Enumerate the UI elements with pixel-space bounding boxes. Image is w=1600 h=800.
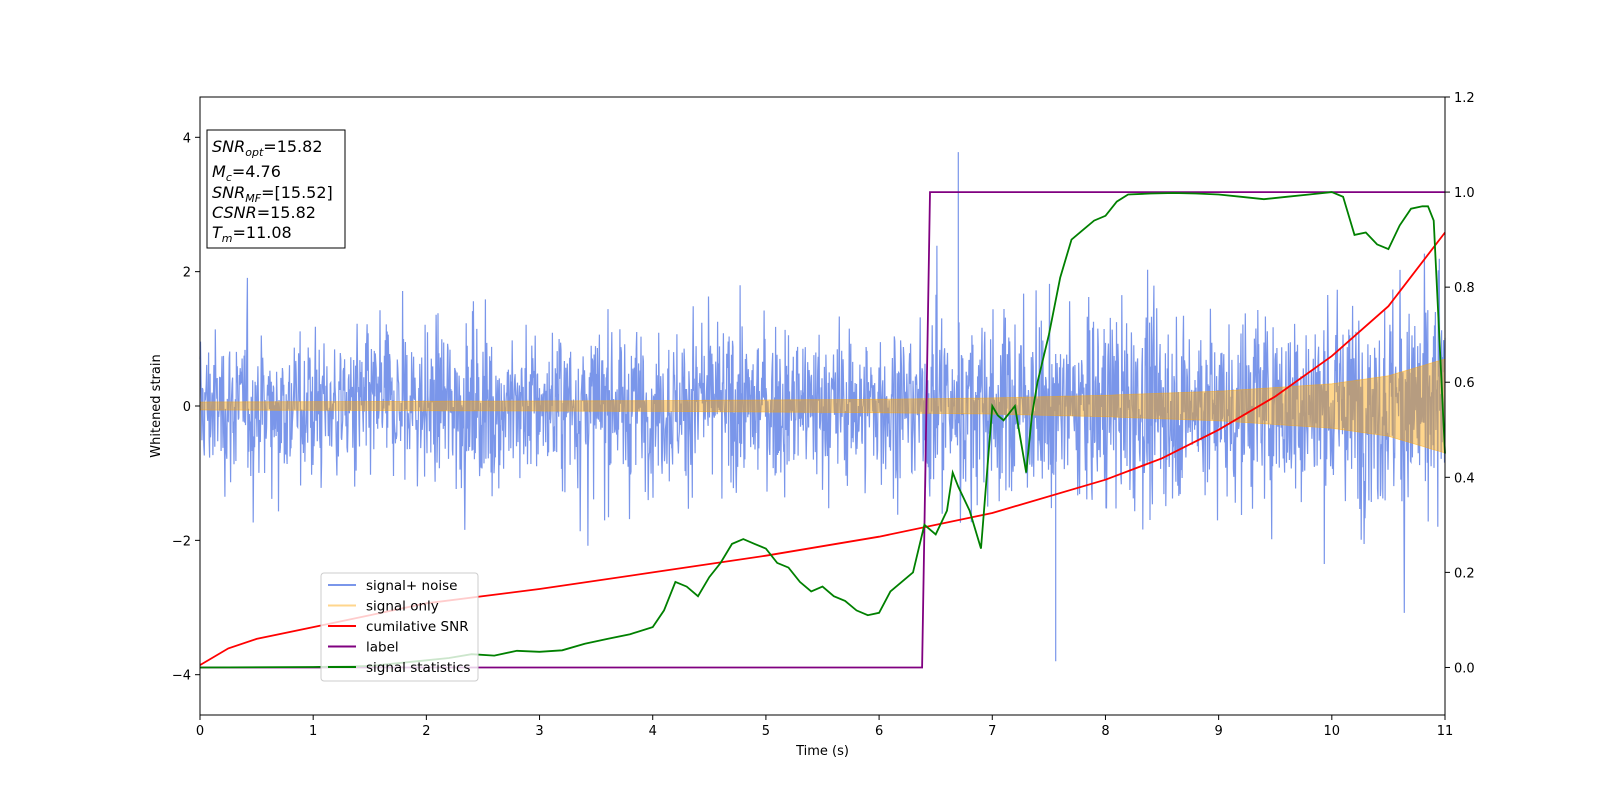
- legend-label: signal+ noise: [366, 578, 457, 594]
- series-cumulative-snr-line: [199, 231, 1446, 666]
- info-value: =11.08: [233, 223, 292, 242]
- x-axis-label: Time (s): [795, 744, 849, 759]
- x-tick-label: 11: [1437, 724, 1454, 739]
- x-tick-label: 7: [988, 724, 996, 739]
- info-line: CSNR=15.82: [212, 203, 316, 222]
- axes: 0 1 2 3 4 5 6 7 8 9 10 11 −4 −2 0 2 4 0.0 0.2 0.4 0.6 0.8 1.0 1…: [172, 91, 1475, 739]
- info-value: =4.76: [232, 162, 281, 181]
- y-right-tick-label: 1.0: [1454, 186, 1475, 201]
- legend-label: label: [366, 640, 399, 656]
- series-signal-noise-line: [199, 152, 1446, 662]
- info-symbol: SNR: [212, 183, 245, 202]
- legend-label: signal statistics: [366, 660, 470, 676]
- x-tick-label: 6: [875, 724, 883, 739]
- info-line: Mc=4.76: [212, 162, 281, 184]
- info-box-frame: [206, 129, 346, 249]
- x-tick-label: 5: [762, 724, 770, 739]
- y-left-tick-label: −2: [172, 534, 191, 549]
- y-left-tick-label: 2: [183, 266, 191, 281]
- x-tick-label: 9: [1214, 724, 1222, 739]
- info-symbol: T: [212, 223, 223, 242]
- legend: signal+ noise signal only cumilative SNR la…: [320, 572, 479, 682]
- x-tick-label: 1: [309, 724, 317, 739]
- series-label-line: [200, 191, 1445, 669]
- info-subscript: m: [222, 232, 233, 245]
- info-box: SNRopt=15.82Mc=4.76SNRMF=[15.52]CSNR=15.…: [206, 129, 346, 249]
- info-line: SNRMF=[15.52]: [212, 183, 333, 205]
- y-right-tick-label: 0.8: [1454, 281, 1475, 296]
- info-value: =15.82: [257, 203, 316, 222]
- series-signal-statistics-line: [199, 191, 1446, 669]
- y-left-tick-label: −4: [172, 669, 191, 684]
- x-tick-label: 4: [649, 724, 657, 739]
- info-value: =[15.52]: [261, 183, 333, 202]
- y-right-tick-label: 0.6: [1454, 376, 1475, 391]
- y-right-tick-label: 1.2: [1454, 91, 1475, 106]
- x-tick-label: 8: [1101, 724, 1109, 739]
- x-tick-label: 10: [1324, 724, 1341, 739]
- info-value: =15.82: [263, 137, 322, 156]
- y-axis-label: Whitened strain: [149, 354, 164, 457]
- y-left-tick-label: 0: [183, 400, 191, 415]
- info-symbol: M: [212, 162, 226, 181]
- info-subscript: c: [226, 171, 232, 184]
- plot-area: [199, 152, 1446, 669]
- legend-frame: [320, 572, 479, 682]
- y-right-tick-label: 0.4: [1454, 471, 1475, 486]
- info-subscript: MF: [245, 192, 261, 205]
- y-right-tick-label: 0.0: [1454, 661, 1475, 676]
- x-tick-label: 3: [535, 724, 543, 739]
- y-left-tick-label: 4: [183, 131, 191, 146]
- x-tick-label: 0: [196, 724, 204, 739]
- legend-label: cumilative SNR: [366, 619, 469, 635]
- info-subscript: opt: [245, 146, 264, 159]
- info-symbol: SNR: [212, 137, 245, 156]
- info-symbol: CSNR: [212, 203, 257, 222]
- info-line: SNRopt=15.82: [212, 137, 323, 159]
- x-tick-label: 2: [422, 724, 430, 739]
- legend-label: signal only: [366, 599, 439, 615]
- y-right-tick-label: 0.2: [1454, 566, 1475, 581]
- info-line: Tm=11.08: [212, 223, 292, 245]
